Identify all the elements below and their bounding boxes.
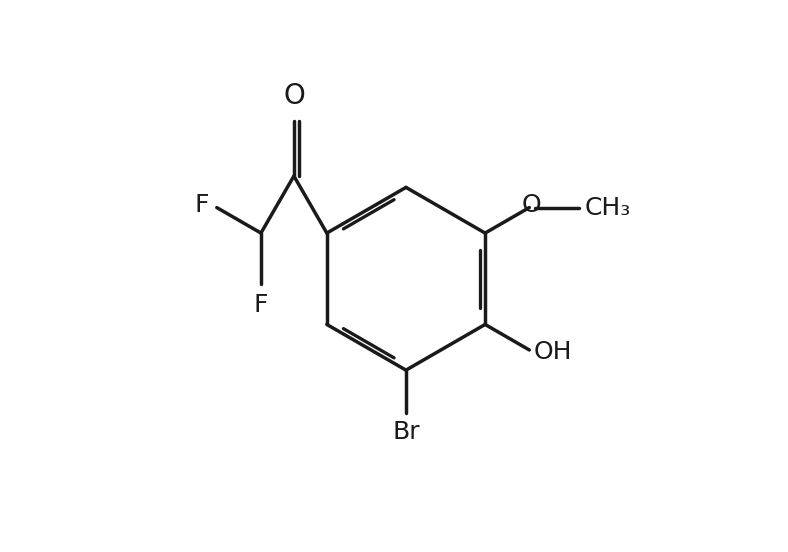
Text: O: O xyxy=(522,193,541,217)
Text: Br: Br xyxy=(392,420,420,444)
Text: OH: OH xyxy=(533,340,572,364)
Text: F: F xyxy=(195,193,209,217)
Text: O: O xyxy=(283,82,305,110)
Text: CH₃: CH₃ xyxy=(585,195,630,220)
Text: F: F xyxy=(254,294,268,317)
